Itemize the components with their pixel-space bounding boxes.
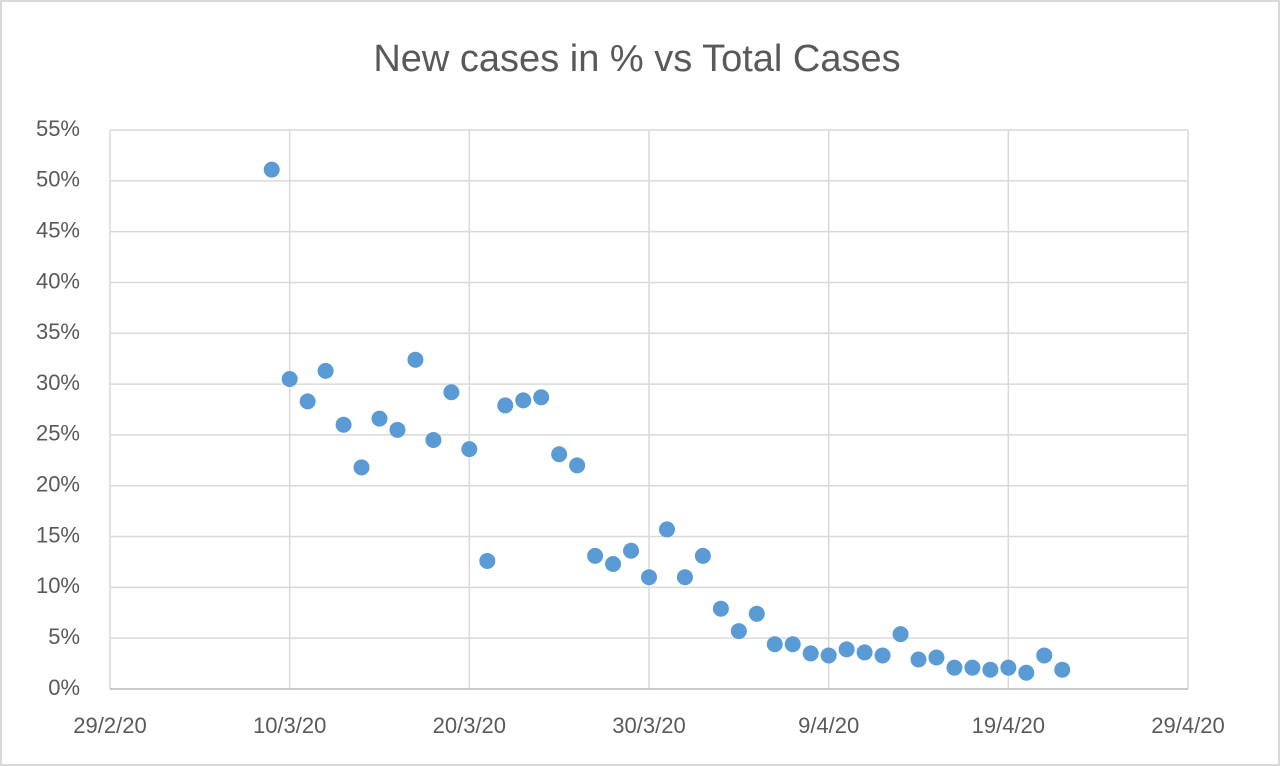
point — [676, 569, 693, 586]
point — [838, 641, 855, 658]
point — [389, 421, 406, 438]
point — [371, 410, 388, 427]
point — [335, 416, 352, 433]
point — [425, 431, 442, 448]
point — [1054, 661, 1071, 678]
chart-title: New cases in % vs Total Cases — [373, 38, 900, 80]
point — [928, 649, 945, 666]
point — [497, 397, 514, 414]
point — [766, 636, 783, 653]
point — [856, 644, 873, 661]
point — [407, 351, 424, 368]
point — [946, 659, 963, 676]
point — [1018, 664, 1035, 681]
y-tick-label: 30% — [36, 370, 80, 395]
point — [263, 161, 280, 178]
y-tick-label: 25% — [36, 421, 80, 446]
point — [515, 392, 532, 409]
y-tick-label: 10% — [36, 573, 80, 598]
point — [479, 552, 496, 569]
point — [443, 384, 460, 401]
x-tick-label: 30/3/20 — [612, 713, 685, 738]
y-tick-label: 50% — [36, 167, 80, 192]
y-tick-label: 0% — [48, 675, 80, 700]
point — [892, 626, 909, 643]
point — [748, 605, 765, 622]
y-tick-label: 55% — [36, 116, 80, 141]
y-tick-label: 35% — [36, 319, 80, 344]
x-tick-label: 20/3/20 — [433, 713, 506, 738]
point — [353, 459, 370, 476]
y-tick-label: 20% — [36, 472, 80, 497]
y-tick-label: 45% — [36, 217, 80, 242]
point — [299, 393, 316, 410]
point — [802, 645, 819, 662]
x-tick-label: 10/3/20 — [253, 713, 326, 738]
point — [533, 389, 550, 406]
x-tick-label: 29/4/20 — [1151, 713, 1224, 738]
point — [281, 371, 298, 388]
point — [1036, 647, 1053, 664]
point — [982, 661, 999, 678]
y-tick-label: 5% — [48, 624, 80, 649]
point — [1000, 659, 1017, 676]
point — [784, 636, 801, 653]
x-tick-label: 9/4/20 — [798, 713, 859, 738]
point — [551, 446, 568, 463]
x-tick-label: 19/4/20 — [972, 713, 1045, 738]
point — [461, 441, 478, 458]
point — [694, 547, 711, 564]
point — [910, 651, 927, 668]
x-tick-label: 29/2/20 — [73, 713, 146, 738]
point — [964, 659, 981, 676]
point — [730, 623, 747, 640]
point — [658, 521, 675, 538]
point — [712, 600, 729, 617]
point — [641, 569, 657, 586]
point — [874, 647, 891, 664]
point — [569, 457, 586, 474]
point — [317, 362, 334, 379]
point — [605, 555, 622, 572]
y-tick-label: 40% — [36, 268, 80, 293]
y-tick-label: 15% — [36, 522, 80, 547]
point — [587, 547, 604, 564]
point — [623, 542, 640, 559]
point — [820, 647, 837, 664]
